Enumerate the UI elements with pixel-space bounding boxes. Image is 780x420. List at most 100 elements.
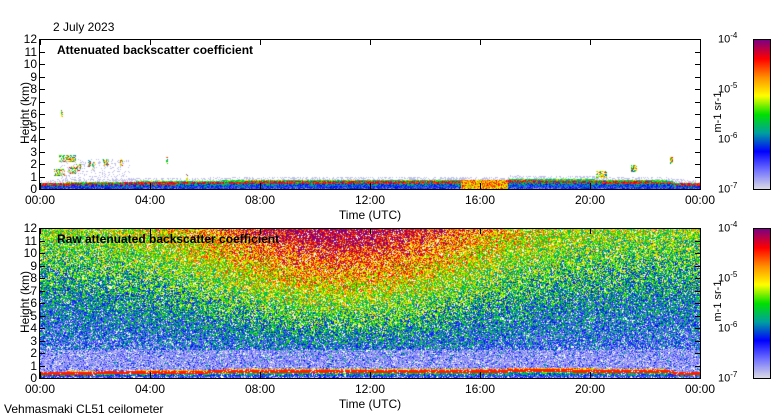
y-tick-label: 1: [30, 358, 37, 373]
x-tick-label: 08:00: [244, 382, 276, 396]
colorbar: [754, 40, 770, 189]
plot-frame: [39, 228, 701, 379]
colorbar-tick-label: 10-4: [718, 220, 737, 235]
colorbar-tick-exp: -6: [730, 131, 738, 140]
colorbar-tick-base: 10: [718, 83, 731, 96]
y-tick-mark: [695, 76, 700, 78]
x-tick-label: 16:00: [464, 382, 496, 396]
x-tick-mark: [40, 183, 41, 189]
y-tick-mark: [695, 378, 700, 379]
x-tick-mark: [370, 372, 371, 378]
y-tick-mark: [40, 353, 45, 354]
x-tick-mark: [260, 372, 261, 378]
x-tick-label: 00:00: [24, 382, 56, 396]
colorbar-unit-label: m-1 sr-1: [712, 91, 724, 133]
colorbar-tick-base: 10: [718, 133, 731, 146]
y-tick-label: 8: [30, 271, 37, 285]
y-tick-mark: [40, 101, 45, 103]
colorbar-tick-base: 10: [718, 372, 731, 385]
x-tick-mark: [370, 183, 371, 189]
x-axis-label: Time (UTC): [338, 397, 402, 411]
y-tick-mark: [40, 176, 45, 178]
colorbar-tick-base: 10: [718, 33, 731, 46]
y-tick-mark: [695, 39, 700, 40]
y-tick-label: 6: [30, 296, 37, 310]
y-tick-label: 6: [30, 107, 37, 121]
x-tick-mark: [150, 228, 151, 234]
colorbar-unit-label: m-1 sr-1: [712, 280, 724, 322]
y-tick-label: 9: [30, 258, 37, 273]
x-tick-mark: [700, 183, 701, 189]
panel-title: Attenuated backscatter coefficient: [57, 43, 254, 57]
y-tick-mark: [40, 328, 45, 329]
y-tick-mark: [40, 114, 45, 115]
colorbar-tick-exp: -5: [730, 81, 738, 90]
x-tick-mark: [480, 372, 481, 378]
y-tick-label: 4: [30, 321, 37, 335]
x-tick-mark: [480, 228, 481, 234]
colorbar-tick-base: 10: [718, 183, 731, 196]
y-tick-mark: [695, 176, 700, 178]
colorbar-tick-base: 10: [718, 272, 731, 285]
date-label: 2 July 2023: [53, 20, 115, 34]
y-axis-label: Height (km): [18, 271, 32, 334]
y-tick-label: 10: [23, 57, 37, 71]
y-tick-mark: [695, 164, 700, 165]
y-tick-label: 7: [30, 94, 37, 109]
y-tick-label: 2: [30, 346, 37, 360]
colorbar-tick-exp: -6: [730, 320, 738, 329]
y-tick-mark: [695, 315, 700, 317]
y-tick-label: 3: [30, 333, 37, 348]
colorbar-tick-label: 10-6: [718, 320, 737, 335]
y-tick-label: 4: [30, 132, 37, 146]
colorbar-frame: [753, 228, 771, 379]
instrument-label: Vehmasmaki CL51 ceilometer: [4, 402, 164, 416]
y-tick-mark: [695, 89, 700, 90]
y-tick-mark: [40, 315, 45, 317]
y-tick-label: 12: [23, 32, 37, 46]
y-tick-mark: [40, 189, 45, 190]
x-tick-label: 16:00: [464, 193, 496, 207]
y-tick-mark: [40, 240, 45, 242]
x-tick-label: 00:00: [684, 382, 716, 396]
x-tick-label: 00:00: [684, 193, 716, 207]
x-axis-label: Time (UTC): [338, 208, 402, 222]
y-tick-mark: [695, 278, 700, 279]
y-tick-mark: [695, 303, 700, 304]
x-tick-label: 04:00: [134, 193, 166, 207]
x-tick-label: 00:00: [24, 193, 56, 207]
x-tick-label: 20:00: [574, 193, 606, 207]
colorbar-tick-label: 10-4: [718, 31, 737, 46]
x-tick-label: 08:00: [244, 193, 276, 207]
colorbar-tick-label: 10-5: [718, 81, 737, 96]
y-tick-mark: [695, 139, 700, 140]
y-tick-mark: [40, 126, 45, 128]
y-tick-label: 5: [30, 119, 37, 134]
colorbar-tick-exp: -7: [730, 370, 738, 379]
x-tick-mark: [40, 372, 41, 378]
y-tick-mark: [40, 265, 45, 267]
x-tick-mark: [480, 183, 481, 189]
x-tick-mark: [700, 372, 701, 378]
colorbar-tick-exp: -7: [730, 181, 738, 190]
y-tick-mark: [40, 76, 45, 78]
y-tick-mark: [40, 378, 45, 379]
colorbar-frame: [753, 39, 771, 190]
x-tick-mark: [370, 228, 371, 234]
x-tick-label: 12:00: [354, 193, 386, 207]
x-tick-mark: [40, 228, 41, 234]
y-tick-mark: [695, 353, 700, 354]
y-tick-label: 10: [23, 246, 37, 260]
x-tick-mark: [370, 39, 371, 45]
colorbar-tick-base: 10: [718, 322, 731, 335]
x-tick-mark: [590, 39, 591, 45]
x-tick-label: 20:00: [574, 382, 606, 396]
y-tick-label: 5: [30, 308, 37, 323]
y-tick-label: 2: [30, 157, 37, 171]
y-tick-mark: [695, 265, 700, 267]
y-tick-mark: [40, 303, 45, 304]
y-tick-mark: [695, 340, 700, 342]
y-tick-mark: [40, 278, 45, 279]
y-tick-mark: [695, 290, 700, 292]
